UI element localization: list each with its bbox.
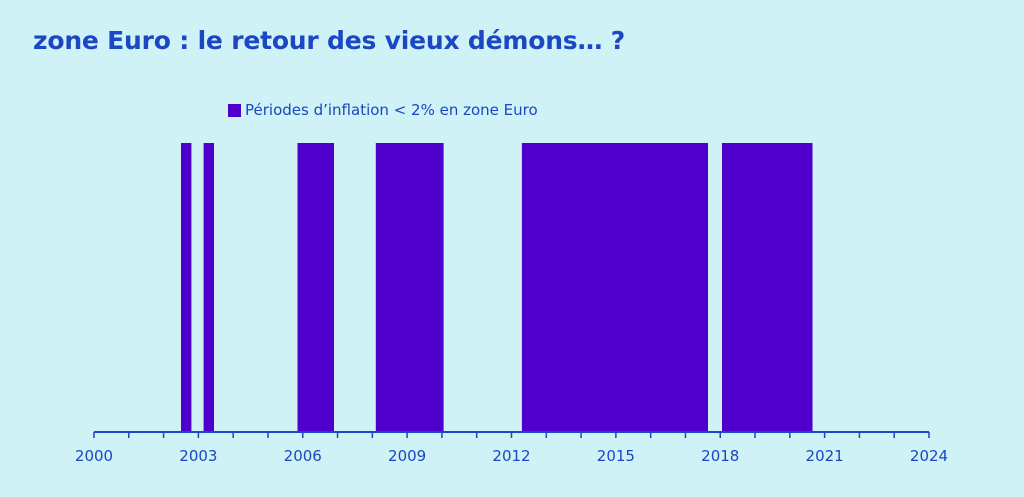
period-bar-4 xyxy=(375,143,444,432)
period-bar-3 xyxy=(297,143,334,432)
x-axis: 2000 2003 2006 2009 2012 2015 2018 2021 2024 xyxy=(75,431,948,465)
x-tick-label: 2012 xyxy=(492,447,530,465)
chart-title: zone Euro : le retour des vieux démons… … xyxy=(33,26,626,55)
x-tick-label: 2003 xyxy=(179,447,217,465)
x-tick-label: 2006 xyxy=(284,447,322,465)
x-tick-label: 2024 xyxy=(910,447,948,465)
x-tick-label: 2009 xyxy=(388,447,426,465)
x-tick-label: 2021 xyxy=(806,447,844,465)
period-bar-2 xyxy=(203,143,214,432)
period-bar-5 xyxy=(521,143,708,432)
period-bar-1 xyxy=(181,143,192,432)
x-tick-label: 2018 xyxy=(701,447,739,465)
period-bars xyxy=(181,143,813,432)
legend: Périodes d’inflation < 2% en zone Euro xyxy=(228,101,538,119)
x-tick-label: 2000 xyxy=(75,447,113,465)
legend-label: Périodes d’inflation < 2% en zone Euro xyxy=(245,101,538,119)
x-tick-label: 2015 xyxy=(597,447,635,465)
legend-swatch xyxy=(228,103,241,117)
period-bar-6 xyxy=(722,143,813,432)
